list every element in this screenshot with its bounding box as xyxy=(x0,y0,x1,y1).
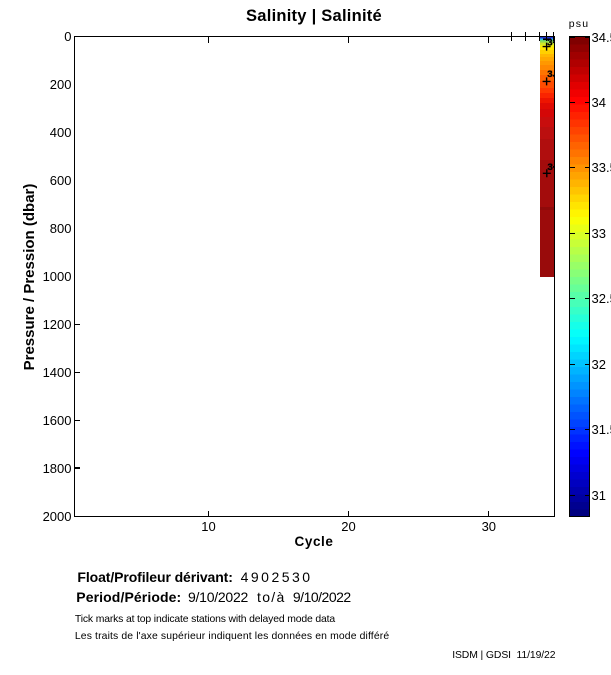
svg-text:3: 3 xyxy=(547,69,552,80)
svg-text:3: 3 xyxy=(547,38,552,49)
svg-text:3: 3 xyxy=(548,162,553,173)
